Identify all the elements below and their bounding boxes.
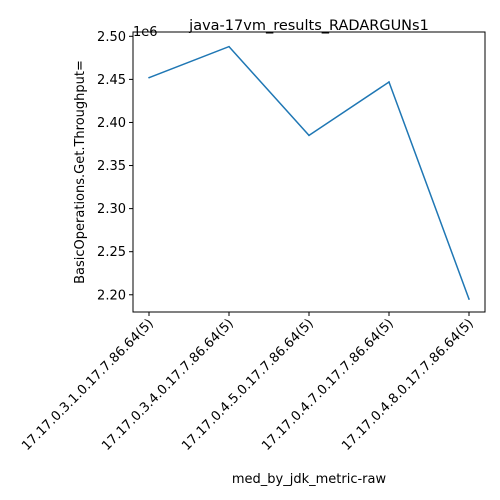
- y-tick-label: 2.20: [97, 288, 126, 303]
- x-tick-label: 17.17.0.4.7.0.17.7.86.64(5): [259, 316, 397, 454]
- y-tick-label: 2.40: [97, 116, 126, 131]
- y-tick-label: 2.50: [97, 30, 126, 45]
- y-axis: 2.20 2.25 2.30 2.35 2.40 2.45 2.50: [97, 30, 133, 303]
- series-line: [148, 45, 470, 300]
- data-point: [308, 134, 310, 137]
- data-point: [468, 298, 470, 300]
- data-points: [148, 45, 470, 300]
- data-point: [148, 76, 150, 79]
- x-tick-label: 17.17.0.4.8.0.17.7.86.64(5): [339, 316, 477, 454]
- x-tick-label: 17.17.0.4.5.0.17.7.86.64(5): [179, 316, 317, 454]
- y-tick-label: 2.30: [97, 202, 126, 217]
- y-tick-label: 2.35: [97, 159, 126, 174]
- y-tick-label: 2.25: [97, 245, 126, 260]
- plot-area: [132, 31, 486, 313]
- y-axis-label: BasicOperations.Get.Throughput=: [73, 60, 88, 284]
- y-tick-label: 2.45: [97, 73, 126, 88]
- data-point: [388, 81, 390, 83]
- data-point: [228, 45, 230, 48]
- x-axis: 17.17.0.3.1.0.17.7.86.64(5)17.17.0.3.4.0…: [19, 312, 477, 454]
- x-tick-label: 17.17.0.3.1.0.17.7.86.64(5): [19, 316, 157, 454]
- x-axis-label: med_by_jdk_metric-raw: [232, 472, 387, 487]
- chart-title: java-17vm_results_RADARGUNs1: [188, 18, 429, 34]
- x-tick-label: 17.17.0.3.4.0.17.7.86.64(5): [99, 316, 237, 454]
